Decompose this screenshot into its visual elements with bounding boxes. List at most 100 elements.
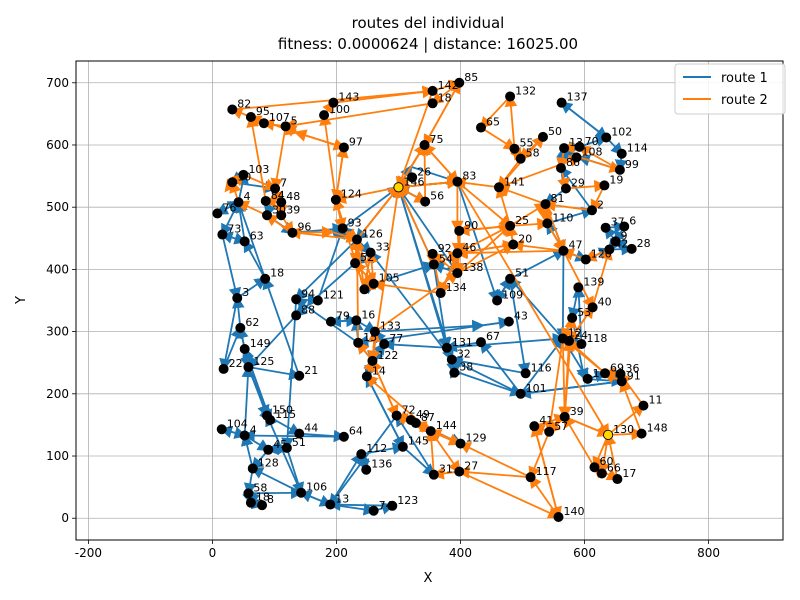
customer-label: 13 — [335, 493, 349, 506]
customer-point — [454, 225, 465, 236]
customer-point — [245, 497, 256, 508]
customer-label: 33 — [376, 241, 390, 254]
customer-point — [455, 438, 466, 449]
customer-point — [505, 91, 516, 102]
customer-label: 22 — [229, 357, 243, 370]
customer-point — [493, 182, 504, 193]
customer-point — [262, 210, 273, 221]
customer-point — [232, 293, 243, 304]
route-2-segment — [509, 202, 548, 227]
customer-label: 29 — [571, 177, 585, 190]
route-2-segment — [542, 199, 593, 212]
customer-point — [361, 371, 372, 382]
customer-label: 46 — [462, 241, 476, 254]
customer-label: 149 — [250, 337, 271, 350]
customer-point — [505, 220, 516, 231]
route-1-segment — [241, 364, 255, 436]
customer-label: 128 — [258, 456, 279, 469]
customer-label: 19 — [609, 173, 623, 186]
customer-point — [610, 236, 621, 247]
customer-point — [540, 199, 551, 210]
customer-point — [600, 368, 611, 379]
customer-point — [238, 169, 249, 180]
customer-point — [239, 430, 250, 441]
route-2-segment — [456, 466, 531, 479]
customer-label: 38 — [459, 361, 473, 374]
customer-label: 126 — [362, 228, 383, 241]
customer-label: 114 — [627, 142, 648, 155]
route-2-segment — [563, 414, 596, 468]
customer-label: 107 — [269, 111, 290, 124]
customer-label: 145 — [408, 435, 429, 448]
customer-point — [428, 469, 439, 480]
y-tick-label: 700 — [46, 76, 69, 90]
route-1-segment — [449, 358, 522, 395]
customer-label: 72 — [402, 404, 416, 417]
customer-label: 76 — [222, 201, 236, 214]
route-1-segment — [509, 278, 531, 376]
route-2-segment — [396, 184, 435, 265]
route-2-segment — [283, 102, 433, 131]
customer-point — [454, 466, 465, 477]
customer-point — [243, 488, 254, 499]
customer-label: 95 — [256, 105, 270, 118]
customer-point — [359, 284, 370, 295]
depot-point — [393, 182, 404, 193]
customer-label: 15 — [363, 331, 377, 344]
customer-label: 18 — [270, 267, 284, 280]
y-tick-label: 600 — [46, 138, 69, 152]
customer-label: 39 — [570, 405, 584, 418]
customer-label: 57 — [554, 420, 568, 433]
route-2-segment — [619, 379, 643, 434]
customer-label: 49 — [416, 408, 430, 421]
route-1-segment — [460, 372, 524, 397]
route-2-segment — [504, 93, 518, 149]
customer-point — [515, 388, 526, 399]
customer-point — [505, 273, 516, 284]
customer-point — [509, 143, 520, 154]
customer-label: 108 — [581, 145, 602, 158]
route-2-segment — [453, 176, 500, 190]
customer-point — [427, 98, 438, 109]
customer-point — [216, 424, 227, 435]
plot-frame — [75, 60, 784, 541]
customer-point — [212, 208, 223, 219]
customer-point — [582, 373, 593, 384]
route-1-segment — [286, 447, 305, 496]
customer-label: 122 — [377, 349, 398, 362]
customer-point — [379, 339, 390, 350]
customer-label: 18 — [256, 491, 270, 504]
customer-label: 132 — [515, 84, 536, 97]
customer-point — [367, 355, 378, 366]
route-1-segment — [509, 249, 566, 280]
customer-point — [245, 111, 256, 122]
route-2-series — [224, 79, 646, 520]
customer-label: 82 — [237, 98, 251, 111]
customer-point — [427, 248, 438, 259]
route-2-segment — [359, 252, 373, 292]
customer-label: 42 — [614, 237, 628, 250]
route-1-segment — [327, 498, 393, 512]
customer-point — [619, 221, 630, 232]
customer-point — [626, 243, 637, 254]
customer-point — [368, 505, 379, 516]
route-1-segment — [294, 238, 358, 302]
route-1-segment — [508, 276, 564, 340]
customer-point — [553, 511, 564, 522]
customer-point — [571, 152, 582, 163]
customer-label: 58 — [253, 481, 267, 494]
customer-point — [407, 172, 418, 183]
customer-point — [330, 194, 341, 205]
route-1-segment — [518, 380, 622, 399]
x-tick-label: 0 — [209, 546, 217, 560]
customer-label: 93 — [348, 216, 362, 229]
customer-point — [265, 414, 276, 425]
customer-point — [580, 254, 591, 265]
route-1-segment — [329, 452, 363, 506]
route-2-segment — [564, 415, 611, 437]
route-2-segment — [236, 200, 268, 217]
customer-label: 9 — [621, 229, 628, 242]
route-1-segment — [242, 429, 344, 442]
customer-point — [319, 110, 330, 121]
route-2-segment — [270, 126, 287, 192]
